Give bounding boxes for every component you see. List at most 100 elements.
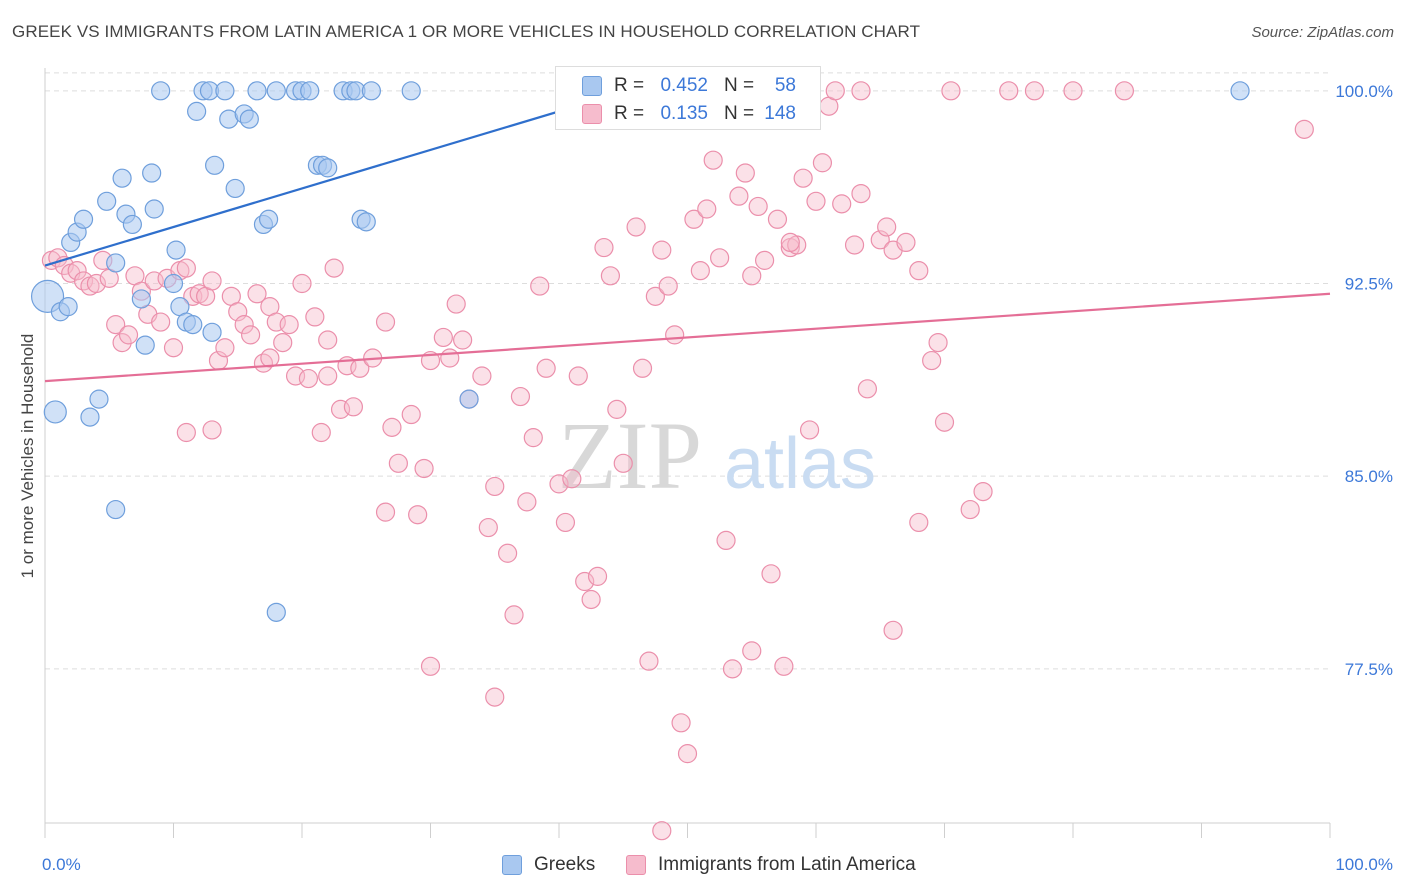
greek-point	[225, 178, 245, 199]
latam-point	[877, 217, 897, 237]
greeks-swatch	[582, 76, 602, 96]
latam-point	[922, 350, 942, 371]
r-label: R =	[614, 75, 645, 96]
latam-point	[1114, 81, 1135, 101]
chart-title: GREEK VS IMMIGRANTS FROM LATIN AMERICA 1…	[12, 22, 921, 41]
latam-point	[112, 332, 132, 353]
watermark-atlas: atlas	[724, 424, 876, 504]
greek-points	[30, 81, 1250, 622]
latam-point	[896, 232, 916, 253]
n-label: N =	[724, 75, 755, 96]
latam-point	[1294, 119, 1314, 139]
legend-item-latam[interactable]: Immigrants from Latin America	[626, 852, 916, 878]
latam-point	[774, 656, 794, 676]
latam-point	[632, 358, 653, 378]
latam-point	[626, 217, 646, 237]
latam-point	[549, 474, 569, 494]
latam-point	[613, 453, 633, 473]
y-tick-label: 100.0%	[1335, 82, 1393, 101]
latam-point	[517, 492, 537, 512]
latam-point	[318, 330, 338, 350]
latam-point	[176, 258, 196, 278]
watermark-zip: ZIP	[558, 402, 702, 509]
greek-point	[122, 214, 142, 235]
latam-point	[478, 517, 498, 538]
latam-point	[382, 417, 402, 437]
legend-item-greeks[interactable]: Greeks	[502, 852, 595, 878]
latam-point	[343, 397, 363, 417]
greek-point	[163, 273, 184, 294]
latam-point	[562, 469, 582, 489]
latam-point	[754, 250, 775, 270]
latam-point	[652, 240, 672, 260]
latam-point	[86, 273, 107, 294]
latam-point	[742, 641, 762, 661]
latam-point	[375, 312, 396, 332]
latam-point	[324, 258, 344, 278]
latam-point	[1024, 81, 1045, 101]
latam-point	[761, 564, 781, 584]
latam-point	[587, 566, 608, 586]
latam-point	[780, 232, 800, 253]
y-tick-labels: 77.5% 85.0% 92.5% 100.0%	[1335, 82, 1393, 679]
n-value: 148	[764, 103, 796, 124]
greek-point	[266, 81, 286, 101]
greek-point	[361, 81, 381, 101]
latam-point	[530, 276, 550, 296]
greek-point	[80, 407, 100, 427]
greek-point	[166, 240, 186, 260]
latam-point	[999, 81, 1019, 101]
latam-point	[151, 312, 171, 332]
n-label: N =	[724, 103, 755, 124]
latam-point	[523, 428, 543, 448]
greek-point	[112, 168, 132, 188]
greek-point	[106, 499, 126, 520]
latam-point	[909, 512, 929, 533]
latam-point	[851, 183, 871, 204]
latam-point	[401, 404, 421, 425]
latam-point	[106, 315, 126, 335]
x-tick-label: 0.0%	[42, 855, 81, 874]
latam-trend-line	[44, 292, 1331, 383]
greek-point	[187, 101, 207, 121]
latam-point	[742, 266, 762, 286]
latam-point	[735, 163, 755, 183]
latam-point	[433, 327, 453, 348]
latam-point	[716, 530, 736, 551]
latam-point	[832, 194, 852, 214]
greek-point	[356, 212, 376, 232]
latam-point	[446, 294, 466, 314]
latam-point	[645, 286, 665, 306]
latam-point	[652, 821, 672, 841]
latam-point	[176, 422, 196, 443]
grid-lines	[45, 72, 1330, 670]
latam-point	[311, 422, 331, 443]
latam-point	[1063, 81, 1083, 101]
latam-point	[273, 332, 293, 353]
greek-point	[43, 400, 67, 424]
latam-point	[729, 186, 749, 206]
latam-point	[504, 605, 524, 625]
latam-point	[298, 368, 319, 389]
stats-row-latam: R = 0.135 N = 148	[556, 101, 822, 127]
greek-point	[1230, 81, 1250, 101]
latam-point	[202, 420, 222, 440]
latam-point	[594, 237, 614, 258]
latam-point	[581, 589, 601, 610]
latam-point	[658, 276, 678, 296]
latam-legend-swatch	[626, 855, 646, 875]
greeks-legend-swatch	[502, 855, 522, 875]
r-label: R =	[614, 103, 645, 124]
latam-point	[639, 651, 659, 671]
latam-point	[697, 199, 717, 219]
greek-point	[73, 209, 94, 229]
y-tick-label: 92.5%	[1345, 275, 1393, 294]
latam-point	[600, 266, 621, 286]
axes	[44, 68, 1331, 838]
latam-point	[440, 348, 460, 368]
greek-point	[459, 389, 479, 409]
latam-point	[510, 386, 531, 407]
legend: Greeks Immigrants from Latin America	[0, 852, 1406, 878]
latam-point	[825, 81, 845, 101]
